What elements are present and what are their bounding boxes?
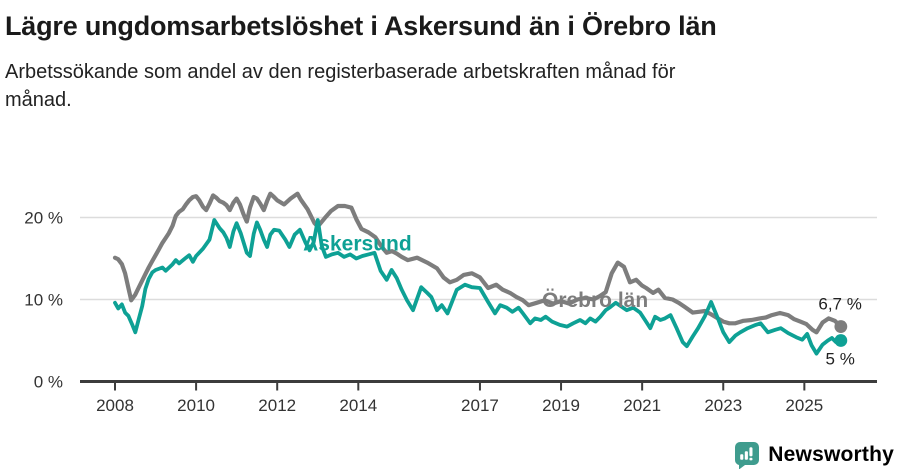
y-axis-label: 20 % <box>24 209 63 228</box>
series-end-value-label: 6,7 % <box>818 295 861 314</box>
subtitle-line-2: månad. <box>5 89 72 112</box>
x-axis-label: 2021 <box>623 396 661 415</box>
subtitle-line-1: Arbetssökande som andel av den registerb… <box>5 60 676 83</box>
x-axis-label: 2025 <box>785 396 823 415</box>
series-end-value-label: 5 % <box>826 350 855 369</box>
series-line-askersund <box>113 218 843 356</box>
series-end-dot <box>834 334 848 347</box>
newsworthy-branding: Newsworthy <box>733 441 894 469</box>
page-title: Lägre ungdomsarbetslöshet i Askersund än… <box>5 11 717 41</box>
x-axis-label: 2014 <box>339 396 377 415</box>
series-name-label: Askersund <box>303 232 412 255</box>
x-axis-label: 2012 <box>258 396 296 415</box>
chart-subtitle: Arbetssökande som andel av den registerb… <box>0 44 900 115</box>
x-axis-label: 2017 <box>461 396 499 415</box>
y-axis-label: 0 % <box>34 373 63 392</box>
x-axis-label: 2010 <box>177 396 215 415</box>
newsworthy-logo-icon <box>735 442 760 469</box>
y-axis-label: 10 % <box>24 291 63 310</box>
x-axis-label: 2023 <box>704 396 742 415</box>
newsworthy-wordmark: Newsworthy <box>768 443 894 466</box>
x-axis-label: 2008 <box>96 396 134 415</box>
series-line-orebro-lan <box>112 191 843 335</box>
series-name-label: Örebro län <box>542 289 648 312</box>
series-end-dot <box>834 320 848 333</box>
x-axis-label: 2019 <box>542 396 580 415</box>
